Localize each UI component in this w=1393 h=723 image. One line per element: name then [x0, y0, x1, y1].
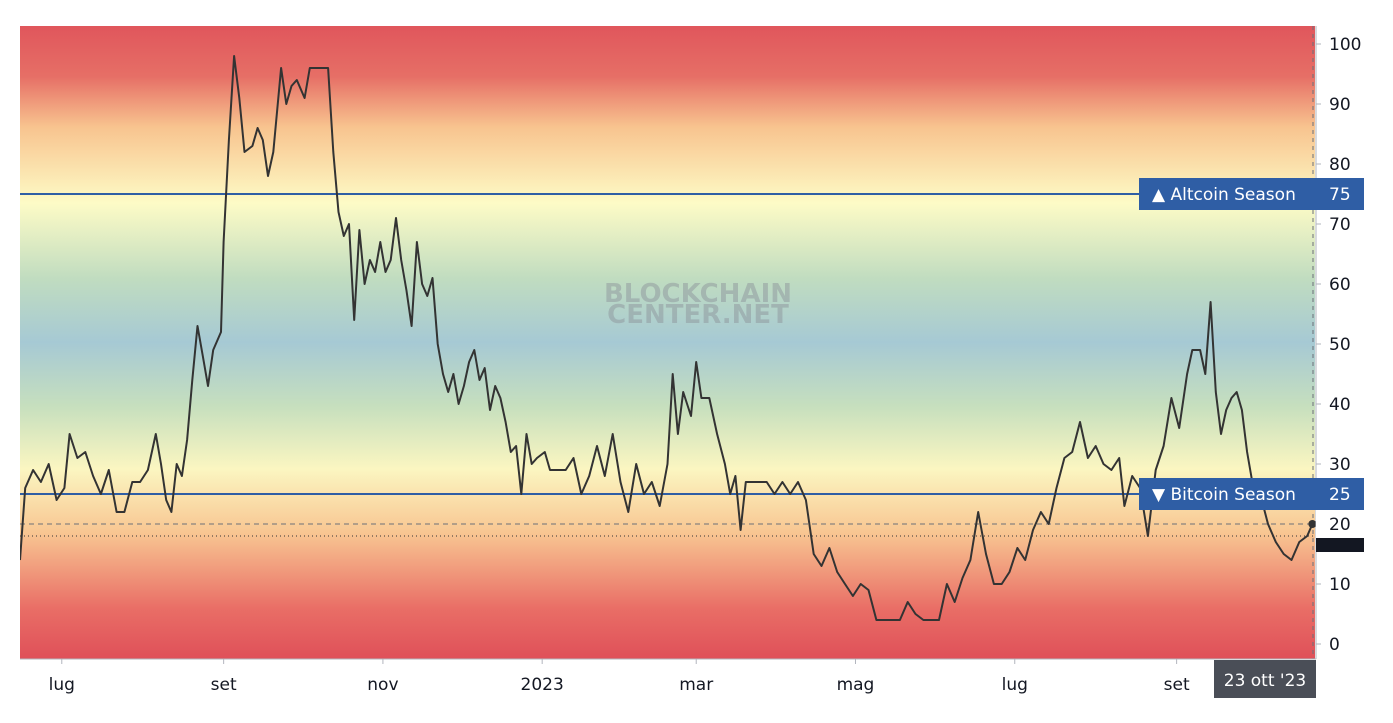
- x-tick-label: lug: [1002, 675, 1028, 695]
- watermark-line-2: CENTER.NET: [607, 300, 789, 330]
- current-value-point: [1308, 520, 1317, 528]
- reference-label-text: ▼ Bitcoin Season: [1152, 485, 1296, 505]
- series-line: [20, 55, 1314, 621]
- reference-label-text: ▲ Altcoin Season: [1152, 185, 1296, 205]
- reference-value-text: 75: [1329, 185, 1351, 205]
- y-tick-label: 90: [1329, 95, 1351, 115]
- y-tick-label: 80: [1329, 155, 1351, 175]
- hover-date-text: 23 ott '23: [1224, 671, 1306, 691]
- x-tick-label: mar: [679, 675, 713, 695]
- axis-badges: ▲ Altcoin Season 75 ▼ Bitcoin Season 25 20 23…: [1139, 178, 1364, 698]
- x-axis: lug set nov 2023 mar mag lug set: [49, 659, 1190, 695]
- reference-value-text: 25: [1329, 485, 1351, 505]
- current-value-text: 20: [1329, 515, 1351, 535]
- reference-lines: [20, 193, 1316, 495]
- x-tick-label: 2023: [521, 675, 564, 695]
- reference-value-badge: [1316, 178, 1364, 210]
- x-tick-label: set: [211, 675, 237, 695]
- x-tick-label: mag: [837, 675, 875, 695]
- y-tick-label: 50: [1329, 335, 1351, 355]
- x-tick-label: lug: [49, 675, 75, 695]
- watermark: BLOCKCHAIN CENTER.NET: [604, 279, 792, 330]
- watermark-line-1: BLOCKCHAIN: [604, 279, 792, 309]
- reference-label-badge: [1139, 178, 1316, 210]
- hover-date-badge: [1214, 660, 1316, 698]
- reference-label-badge: [1139, 478, 1316, 510]
- y-tick-label: 30: [1329, 455, 1351, 475]
- x-tick-label: set: [1164, 675, 1190, 695]
- y-tick-label: 10: [1329, 575, 1351, 595]
- y-axis: 0 10 20 30 40 50 60 70 80 90 100: [1316, 35, 1361, 655]
- current-value-lines: [20, 523, 1316, 537]
- y-tick-label: 100: [1329, 35, 1361, 55]
- reference-value-badge: [1316, 478, 1364, 510]
- y-tick-label: 40: [1329, 395, 1351, 415]
- y-tick-label: 60: [1329, 275, 1351, 295]
- plot-background: [20, 26, 1315, 659]
- y-tick-label: 0: [1329, 635, 1340, 655]
- current-value-badge: [1316, 510, 1364, 538]
- y-tick-label: 70: [1329, 215, 1351, 235]
- x-tick-label: nov: [367, 675, 398, 695]
